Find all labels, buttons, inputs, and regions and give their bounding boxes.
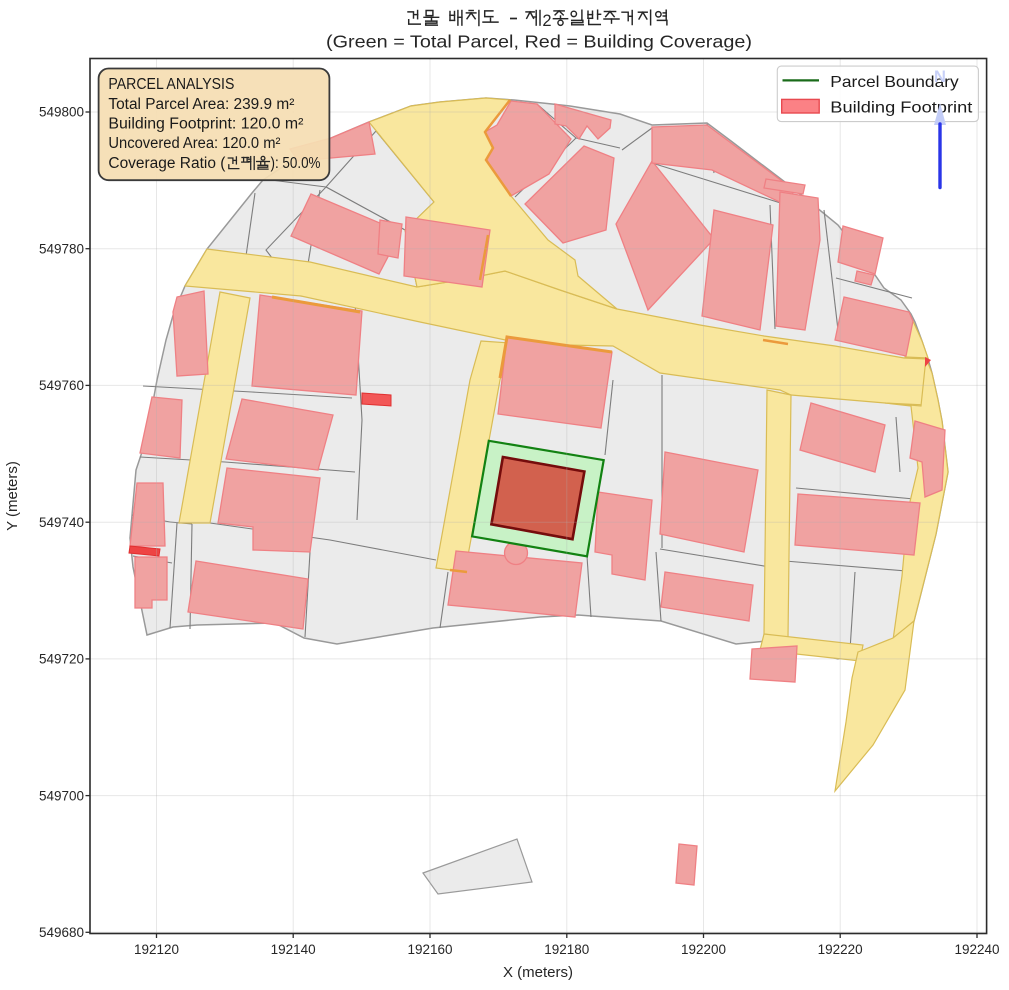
svg-text:): 50.0%: ): 50.0%: [271, 155, 321, 172]
svg-text:549760: 549760: [39, 378, 84, 393]
svg-text:192140: 192140: [271, 942, 316, 957]
svg-text:N: N: [934, 68, 946, 86]
svg-text:Uncovered Area: 120.0 m²: Uncovered Area: 120.0 m²: [108, 135, 280, 152]
svg-text:Total Parcel Area: 239.9 m²: Total Parcel Area: 239.9 m²: [108, 96, 294, 113]
svg-text:Building Footprint: Building Footprint: [830, 99, 973, 116]
svg-text:192160: 192160: [408, 942, 453, 957]
svg-text:192120: 192120: [134, 942, 179, 957]
svg-text:PARCEL ANALYSIS: PARCEL ANALYSIS: [108, 76, 234, 93]
svg-text:192220: 192220: [818, 942, 863, 957]
svg-text:Coverage Ratio (: Coverage Ratio (: [108, 155, 226, 172]
svg-text:549780: 549780: [39, 241, 84, 256]
svg-text:(Green = Total Parcel, Red = B: (Green = Total Parcel, Red = Building Co…: [326, 32, 752, 52]
svg-text:192240: 192240: [955, 942, 1000, 957]
svg-text:192200: 192200: [681, 942, 726, 957]
svg-text:Building Footprint: 120.0 m²: Building Footprint: 120.0 m²: [108, 116, 303, 133]
svg-text:X (meters): X (meters): [503, 964, 573, 981]
svg-text:549740: 549740: [39, 515, 84, 530]
svg-text:Parcel Boundary: Parcel Boundary: [830, 74, 958, 91]
svg-text:549720: 549720: [39, 652, 84, 667]
svg-text:549680: 549680: [39, 925, 84, 940]
svg-text:192180: 192180: [544, 942, 589, 957]
svg-text:549800: 549800: [39, 105, 84, 120]
svg-text:549700: 549700: [39, 788, 84, 803]
svg-text:Y (meters): Y (meters): [4, 461, 21, 531]
svg-text:2: 2: [542, 12, 551, 30]
